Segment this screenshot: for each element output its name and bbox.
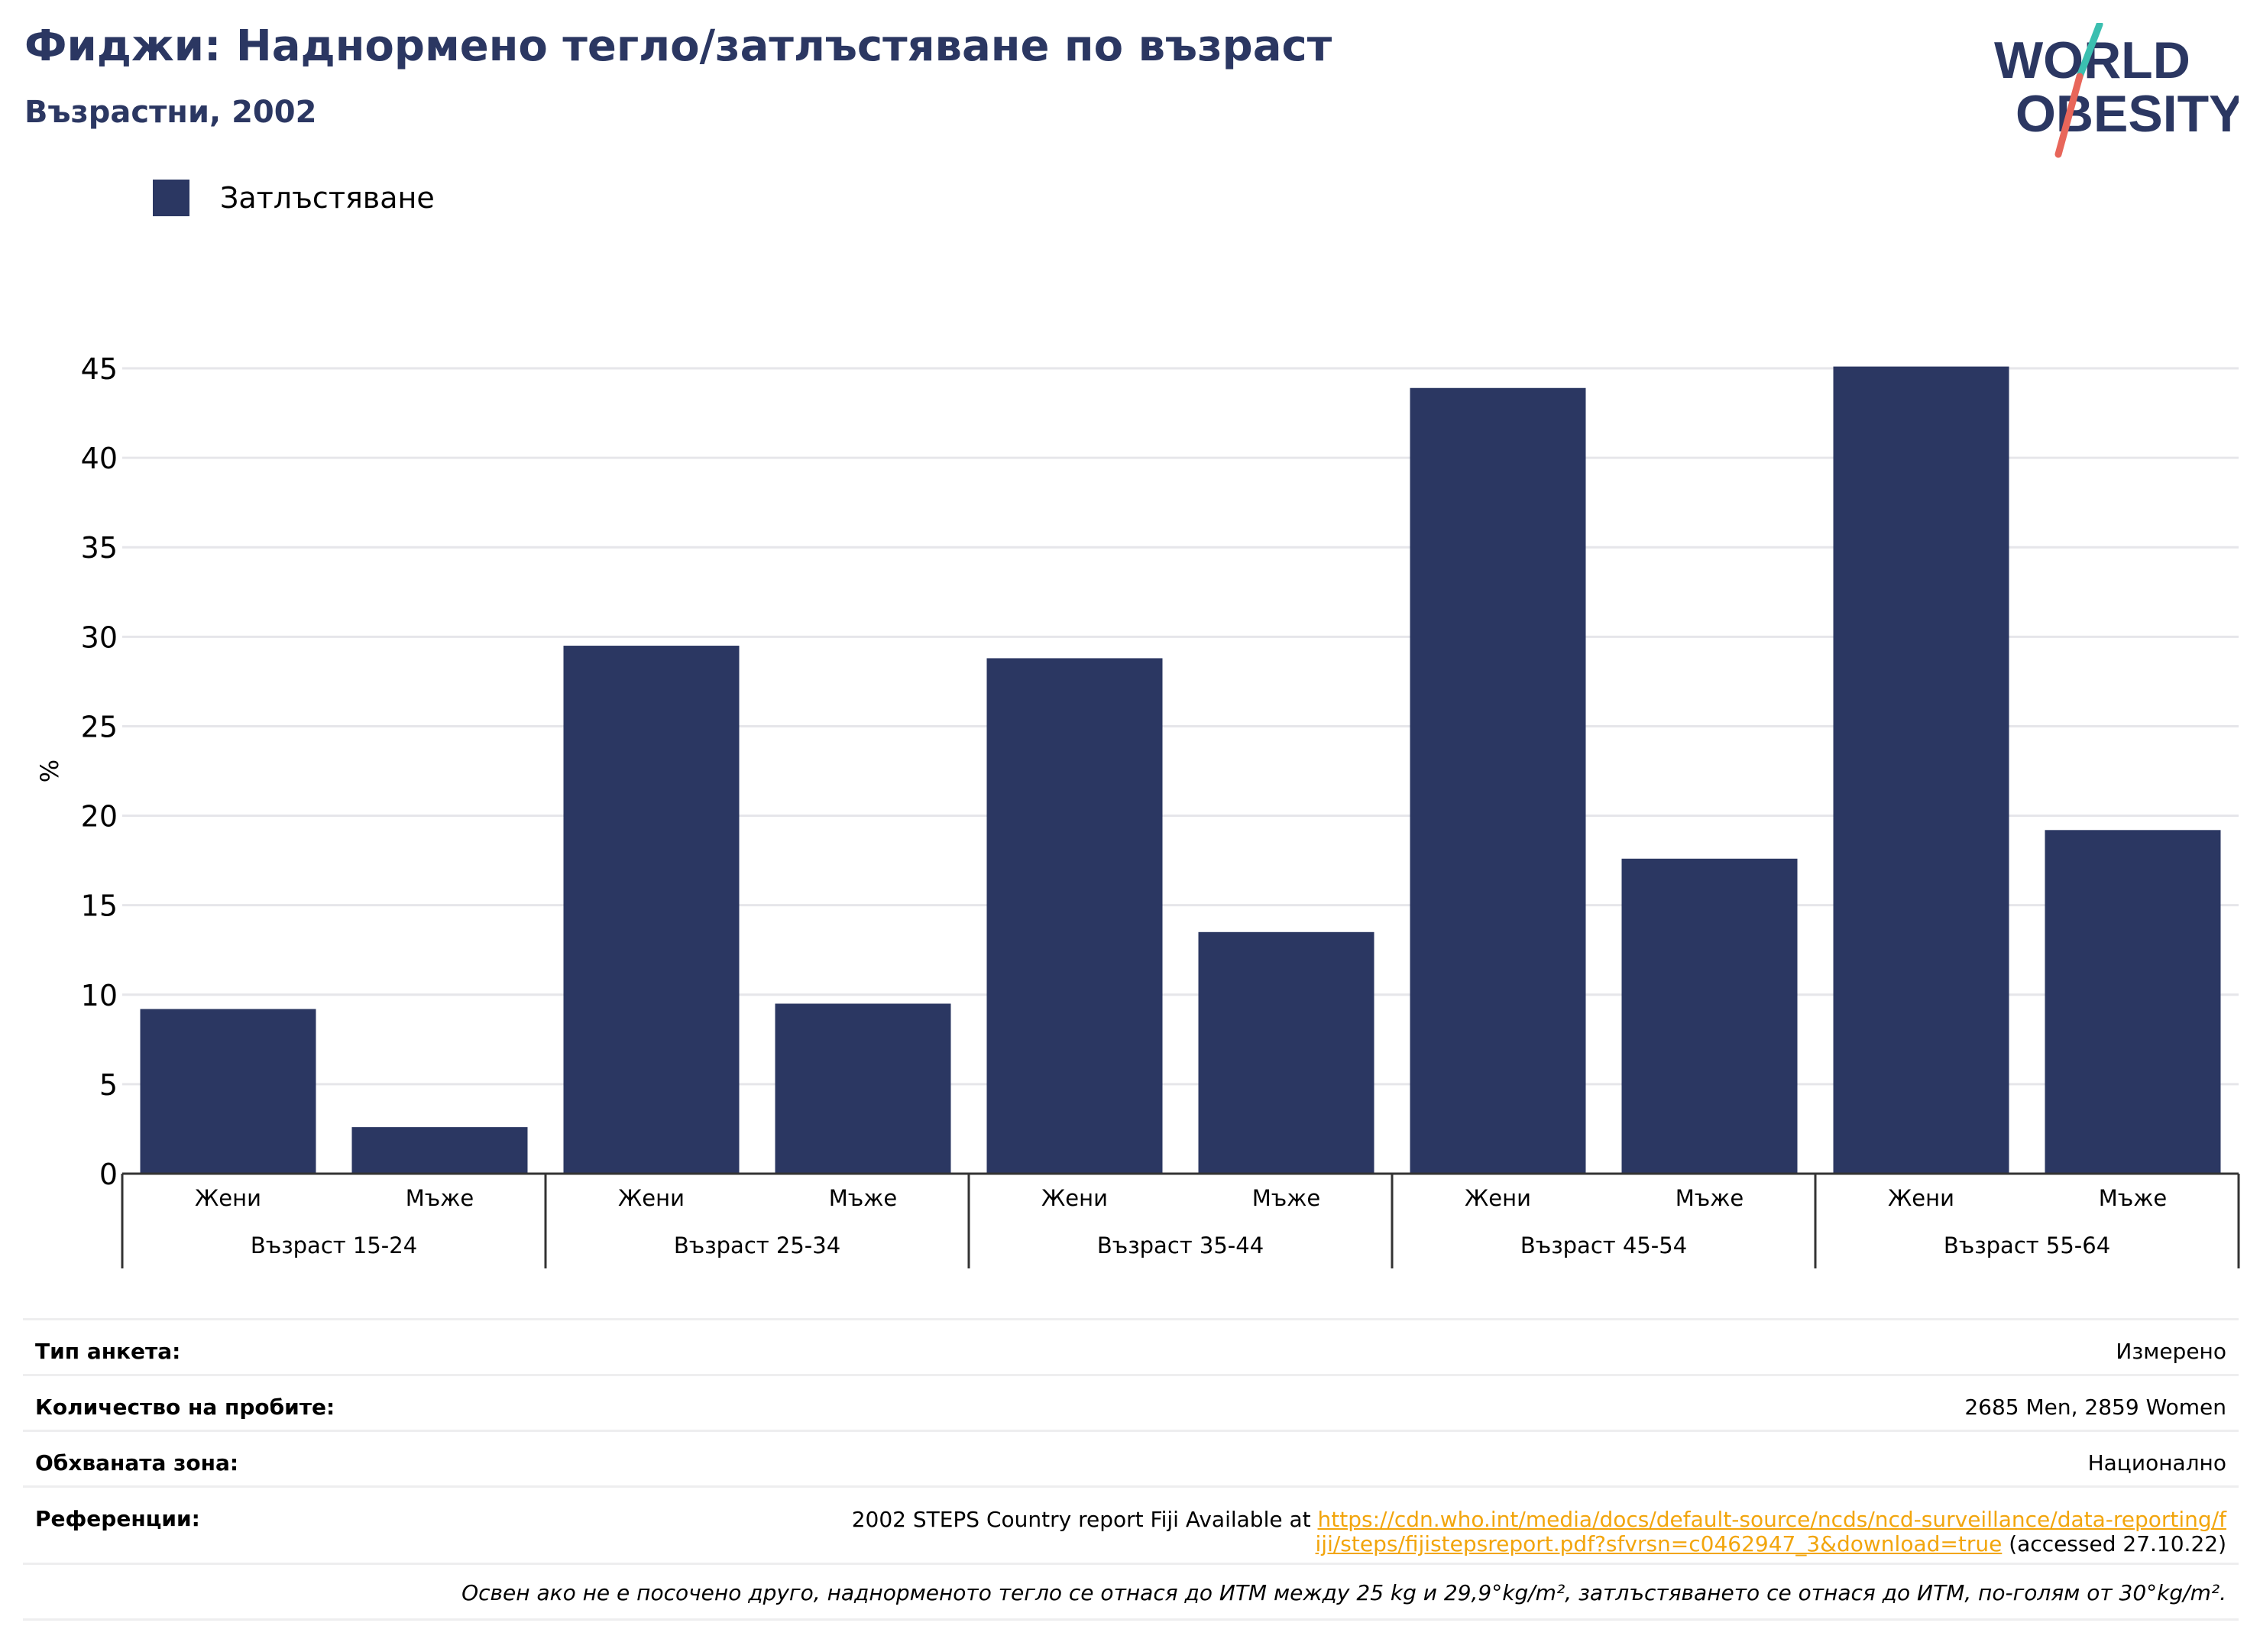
bar	[2045, 830, 2221, 1174]
sample-size-value: 2685 Men, 2859 Women	[1964, 1394, 2226, 1420]
x-tick-label: Мъже	[829, 1185, 897, 1211]
survey-type-value: Измерено	[2116, 1339, 2226, 1364]
world-obesity-logo: WORLD OBESITY	[1994, 23, 2239, 158]
bar	[1410, 387, 1586, 1174]
bar	[1198, 931, 1374, 1174]
y-axis-label: %	[35, 760, 64, 782]
y-tick-label: 20	[81, 800, 118, 834]
sample-size-label: Количество на пробите:	[35, 1394, 335, 1420]
x-tick-label: Жени	[1465, 1185, 1531, 1211]
info-row-sample-size: Количество на пробите: 2685 Men, 2859 Wo…	[23, 1374, 2239, 1430]
x-group-label: Възраст 55-64	[1944, 1233, 2110, 1258]
x-tick-label: Жени	[195, 1185, 261, 1211]
bar-chart: 0 5 10 15 20 25 30 35 40 45% Жени Мъже Възраст 15-24…	[35, 352, 2240, 1268]
y-tick-label: 0	[99, 1158, 118, 1191]
references-label: Референции:	[35, 1506, 200, 1531]
bar	[1621, 858, 1798, 1174]
y-tick-label: 15	[81, 889, 118, 923]
info-row-coverage: Обхваната зона: Национално	[23, 1430, 2239, 1485]
footnote: Освен ако не е посочено друго, наднормен…	[461, 1580, 2226, 1605]
legend-swatch-obesity	[153, 180, 189, 216]
x-tick-label: Жени	[618, 1185, 685, 1211]
references-value: 2002 STEPS Country report Fiji Available…	[851, 1508, 2226, 1556]
y-tick-label: 45	[81, 352, 118, 386]
x-tick-label: Жени	[1041, 1185, 1108, 1211]
legend-label-obesity[interactable]: Затлъстяване	[220, 181, 435, 215]
bar	[563, 646, 740, 1174]
logo-slash-bottom	[2054, 73, 2084, 158]
info-row-note: Освен ако не е посочено друго, наднормен…	[23, 1563, 2239, 1621]
y-tick-label: 10	[81, 979, 118, 1012]
info-table: Тип анкета: Измерено Количество на проби…	[23, 1318, 2239, 1621]
coverage-value: Национално	[2087, 1450, 2226, 1475]
y-tick-label: 5	[99, 1068, 118, 1102]
references-suffix: (accessed 27.10.22)	[2002, 1531, 2226, 1556]
bar	[775, 1003, 951, 1174]
x-tick-label: Мъже	[1676, 1185, 1744, 1211]
chart-subtitle: Възрастни, 2002	[24, 95, 317, 130]
y-tick-label: 30	[81, 620, 118, 654]
logo-line2: OBESITY	[2016, 85, 2239, 143]
x-tick-label: Мъже	[1252, 1185, 1320, 1211]
x-tick-label: Мъже	[406, 1185, 474, 1211]
x-group-label: Възраст 35-44	[1097, 1233, 1264, 1258]
bar	[1833, 366, 2009, 1174]
x-group-label: Възраст 15-24	[251, 1233, 417, 1258]
bar	[351, 1127, 528, 1174]
x-tick-label: Мъже	[2099, 1185, 2167, 1211]
info-row-survey-type: Тип анкета: Измерено	[23, 1318, 2239, 1374]
info-row-references: Референции: 2002 STEPS Country report Fi…	[23, 1485, 2239, 1563]
y-tick-label: 25	[81, 710, 118, 743]
y-tick-label: 35	[81, 531, 118, 565]
y-tick-label: 40	[81, 442, 118, 475]
survey-type-label: Тип анкета:	[35, 1339, 181, 1364]
x-group-label: Възраст 25-34	[674, 1233, 840, 1258]
references-prefix: 2002 STEPS Country report Fiji Available…	[851, 1507, 1318, 1532]
logo-slash-top	[2076, 23, 2103, 80]
chart-title: Фиджи: Наднормено тегло/затлъстяване по …	[24, 21, 1332, 71]
bar	[140, 1009, 316, 1174]
bar	[986, 658, 1163, 1174]
x-group-label: Възраст 45-54	[1520, 1233, 1687, 1258]
references-link[interactable]: https://cdn.who.int/media/docs/default-s…	[1315, 1507, 2226, 1556]
coverage-label: Обхваната зона:	[35, 1450, 239, 1475]
x-tick-label: Жени	[1888, 1185, 1954, 1211]
legend: Затлъстяване	[153, 179, 435, 217]
